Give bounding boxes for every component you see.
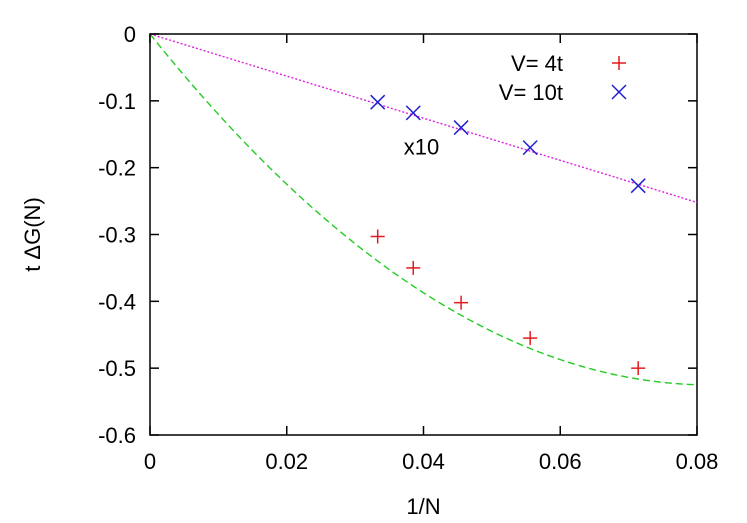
y-tick-label: 0 <box>124 22 136 47</box>
fit-curve-dashed <box>150 34 697 386</box>
data-point-cross <box>630 178 646 194</box>
y-tick-label: -0.4 <box>98 289 136 314</box>
legend-label: V= 4t <box>511 51 563 76</box>
y-tick-label: -0.5 <box>98 356 136 381</box>
x-tick-label: 0 <box>144 449 156 474</box>
y-tick-label: -0.6 <box>98 423 136 448</box>
legend-marker-plus <box>612 56 626 70</box>
x-axis-label: 1/N <box>406 494 440 519</box>
annotation-x10: x10 <box>404 134 439 159</box>
data-point-plus <box>406 260 421 275</box>
x-tick-label: 0.04 <box>402 449 445 474</box>
fit-curve-dotted <box>150 34 697 204</box>
fit-curves <box>150 34 697 386</box>
legend-label: V= 10t <box>499 80 563 105</box>
data-point-cross <box>522 140 538 156</box>
data-point-plus <box>523 331 538 346</box>
y-tick-label: -0.2 <box>98 156 136 181</box>
y-axis-label: t ΔG(N) <box>20 197 45 272</box>
y-tick-label: -0.1 <box>98 89 136 114</box>
data-points <box>370 94 646 376</box>
data-point-plus <box>454 295 469 310</box>
data-point-cross <box>370 94 386 110</box>
data-point-cross <box>453 120 469 136</box>
axis-ticks: 0 0.02 0.04 0.06 0.08 0 -0.1 -0.2 -0.3 -0.4 -0.5 -0… <box>98 22 718 474</box>
legend-marker-cross <box>611 84 627 100</box>
x-tick-label: 0.08 <box>676 449 719 474</box>
data-point-plus <box>631 361 646 376</box>
x-tick-label: 0.02 <box>265 449 308 474</box>
data-point-cross <box>405 105 421 121</box>
x-tick-label: 0.06 <box>539 449 582 474</box>
data-point-plus <box>370 229 385 244</box>
y-tick-label: -0.3 <box>98 223 136 248</box>
legend: V= 4t V= 10t <box>499 51 627 105</box>
